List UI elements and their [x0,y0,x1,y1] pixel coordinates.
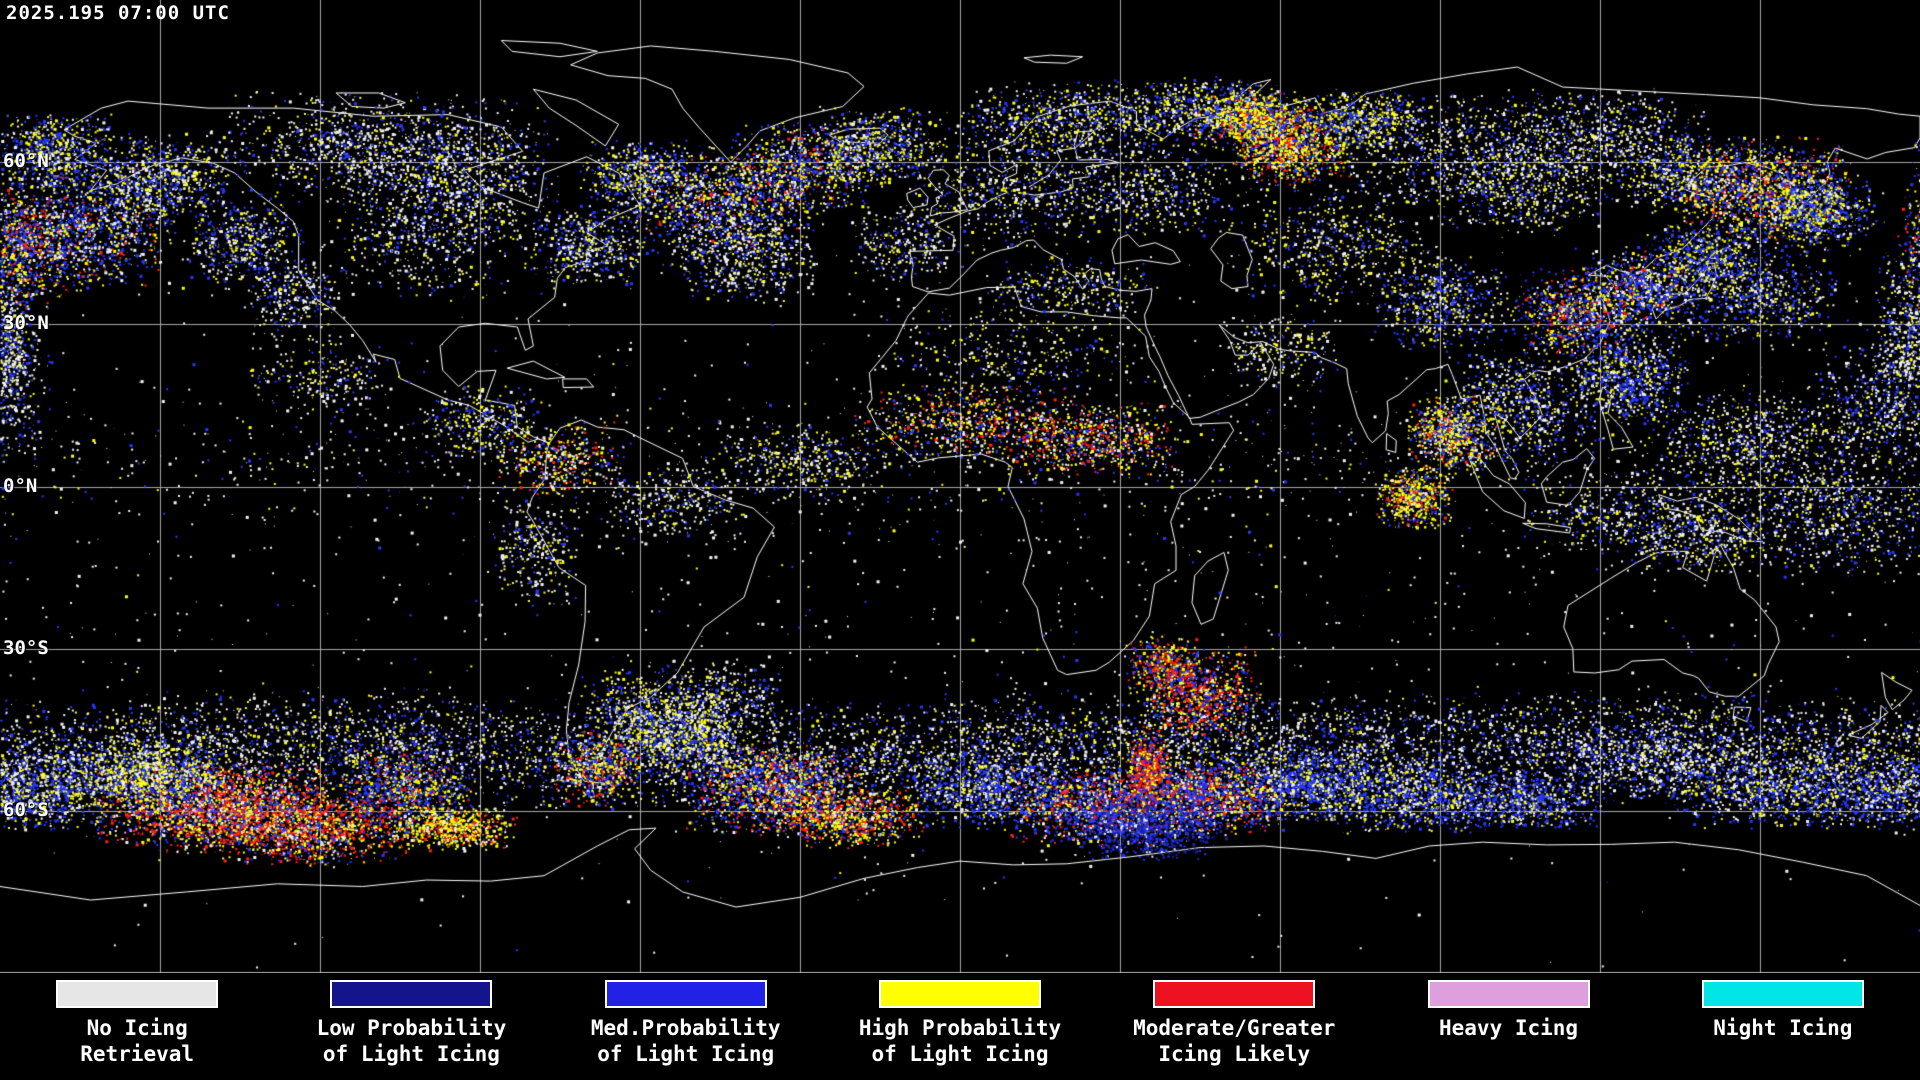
legend-item-low-probability: Low Probability of Light Icing [274,980,548,1067]
legend-item-night-icing: Night Icing [1646,980,1920,1041]
legend-label: High Probability [858,1016,1062,1040]
lat-label-30n: 30°N [3,312,49,334]
legend-label: Night Icing [1713,1016,1853,1040]
legend-item-no-icing: No Icing Retrieval [0,980,274,1067]
legend-swatch-heavy-icing [1427,980,1590,1008]
legend-label: of Light Icing [871,1042,1049,1066]
timestamp: 2025.195 07:00 UTC [6,2,230,24]
lat-label-60n: 60°N [3,150,49,172]
legend-label: Moderate/Greater [1133,1016,1336,1040]
legend-label: of Light Icing [322,1042,500,1066]
legend-swatch-low-probability [330,980,493,1008]
legend-item-moderate-greater: Moderate/Greater Icing Likely [1097,980,1371,1067]
legend-label: No Icing [86,1016,188,1040]
legend: No Icing Retrieval Low Probability of Li… [0,973,1920,1080]
legend-item-med-probability: Med.Probability of Light Icing [549,980,823,1067]
legend-item-high-probability: High Probability of Light Icing [823,980,1097,1067]
legend-label: of Light Icing [597,1042,775,1066]
lat-label-60s: 60°S [3,799,49,821]
legend-label: Icing Likely [1158,1042,1311,1066]
legend-swatch-high-probability [878,980,1041,1008]
legend-item-heavy-icing: Heavy Icing [1371,980,1645,1041]
world-icing-map-canvas [0,0,1920,973]
lat-label-30s: 30°S [3,637,49,659]
legend-label: Med.Probability [590,1016,781,1040]
legend-label: Low Probability [316,1016,507,1040]
legend-label: Retrieval [80,1042,195,1066]
legend-swatch-moderate-greater [1153,980,1316,1008]
legend-swatch-med-probability [604,980,767,1008]
legend-swatch-night-icing [1701,980,1864,1008]
legend-swatch-no-icing [56,980,219,1008]
lat-label-0n: 0°N [3,475,38,497]
legend-label: Heavy Icing [1439,1016,1579,1040]
